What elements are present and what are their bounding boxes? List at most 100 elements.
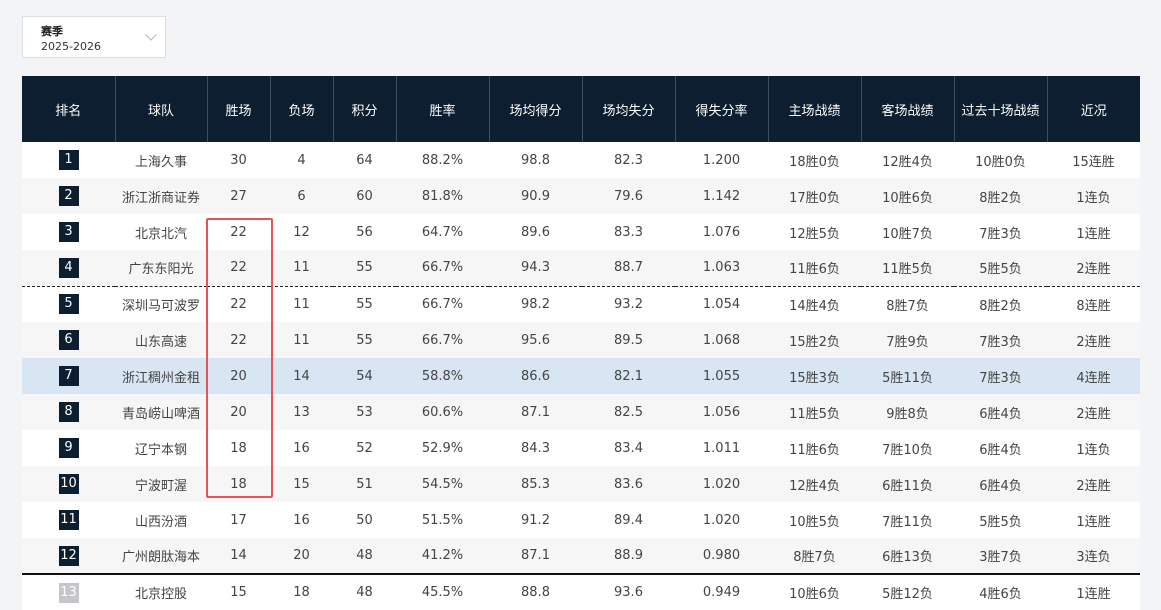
losses-cell: 18 [293, 585, 310, 600]
win-pct-cell: 45.5% [421, 585, 464, 600]
rank-cell: 10 [22, 466, 115, 502]
team-cell[interactable]: 青岛崂山啤酒 [121, 406, 200, 422]
team-cell[interactable]: 北京北汽 [134, 226, 187, 242]
points-cell: 56 [356, 224, 373, 240]
table-row[interactable]: 10 宁波町渥 18 15 51 54.5% 85.3 83.6 1.020 12胜4负 6胜11负… [22, 466, 1140, 502]
last-ten-cell: 5胜5负 [954, 250, 1047, 287]
points-cell: 64 [356, 152, 373, 168]
win-pct-cell: 88.2% [421, 152, 464, 168]
streak-cell: 15连胜 [1072, 154, 1115, 170]
away-record-cell: 8胜7负 [886, 298, 929, 314]
rank-badge: 6 [58, 330, 79, 350]
team-cell[interactable]: 山西汾酒 [134, 514, 187, 530]
streak-cell: 1连胜 [1076, 226, 1111, 242]
win-pct-cell: 41.2% [396, 538, 489, 575]
avg-points-cell: 85.3 [521, 476, 550, 492]
wins-cell: 20 [230, 368, 247, 384]
losses-cell: 11 [270, 250, 333, 287]
table-row[interactable]: 7 浙江稠州金租 20 14 54 58.8% 86.6 82.1 1.055 15胜3负 5胜11… [22, 358, 1140, 394]
table-row[interactable]: 12 广州朗肽海本 14 20 48 41.2% 87.1 88.9 0.980 8胜7负 6胜13… [22, 538, 1140, 575]
rank-badge: 11 [58, 510, 79, 530]
team-cell[interactable]: 广州朗肽海本 [115, 538, 207, 575]
losses-cell: 12 [293, 224, 310, 240]
win-pct-cell: 66.7% [396, 250, 489, 287]
losses-cell: 13 [293, 404, 310, 420]
point-ratio-cell: 1.020 [702, 476, 741, 492]
avg-allowed-cell: 89.5 [614, 332, 643, 348]
points-cell: 53 [356, 404, 373, 420]
home-record-cell: 10胜5负 [789, 514, 840, 530]
rank-badge: 7 [58, 366, 79, 386]
season-select[interactable]: 赛季 2025-2026 [22, 16, 166, 58]
away-record-cell: 12胜4负 [882, 154, 933, 170]
last-ten-cell: 8胜2负 [979, 190, 1022, 206]
streak-cell: 1连胜 [1076, 587, 1111, 602]
home-record-cell: 15胜3负 [789, 370, 840, 386]
avg-points-cell: 88.8 [521, 585, 550, 600]
table-row[interactable]: 6 山东高速 22 11 55 66.7% 95.6 89.5 1.068 15胜2负 7胜9负 7胜… [22, 322, 1140, 358]
home-record-cell: 10胜6负 [789, 587, 840, 602]
table-row[interactable]: 8 青岛崂山啤酒 20 13 53 60.6% 87.1 82.5 1.056 11胜5负 9胜8负… [22, 394, 1140, 430]
wins-cell: 22 [230, 332, 247, 348]
last-ten-cell: 4胜6负 [979, 587, 1022, 602]
last-ten-cell: 8胜2负 [979, 298, 1022, 314]
table-row[interactable]: 2 浙江浙商证券 27 6 60 81.8% 90.9 79.6 1.142 17胜0负 10胜6负… [22, 178, 1140, 214]
team-cell[interactable]: 宁波町渥 [134, 478, 187, 494]
table-row[interactable]: 9 辽宁本钢 18 16 52 52.9% 84.3 83.4 1.011 11胜6负 7胜10负 6… [22, 430, 1140, 466]
wins-cell: 27 [230, 188, 247, 204]
table-row[interactable]: 11 山西汾酒 17 16 50 51.5% 91.2 89.4 1.020 10胜5负 7胜11负… [22, 502, 1140, 538]
team-cell[interactable]: 浙江浙商证券 [121, 190, 200, 206]
team-cell[interactable]: 山东高速 [134, 334, 187, 350]
header-losses: 负场 [270, 76, 334, 142]
losses-cell: 20 [270, 538, 333, 575]
point-ratio-cell: 1.055 [702, 368, 741, 384]
avg-allowed-cell: 93.6 [614, 585, 643, 600]
streak-cell: 2连胜 [1076, 478, 1111, 494]
team-cell[interactable]: 北京控股 [134, 587, 187, 602]
table-row[interactable]: 13 北京控股 15 18 48 45.5% 88.8 93.6 0.949 10胜6负 5胜12负… [22, 574, 1140, 610]
table-row[interactable]: 4 广东东阳光 22 11 55 66.7% 94.3 88.7 1.063 11胜6负 11胜5负… [22, 250, 1140, 287]
avg-allowed-cell: 88.9 [582, 538, 675, 575]
home-record-cell: 12胜4负 [789, 478, 840, 494]
table-row[interactable]: 1 上海久事 30 4 64 88.2% 98.8 82.3 1.200 18胜0负 12胜4负 10… [22, 142, 1140, 178]
rank-badge: 1 [58, 150, 79, 170]
rank-cell: 2 [22, 178, 115, 214]
losses-cell: 4 [297, 152, 306, 168]
table-row[interactable]: 5 深圳马可波罗 22 11 55 66.7% 98.2 93.2 1.054 14胜4负 8胜7负… [22, 286, 1140, 322]
win-pct-cell: 51.5% [421, 512, 464, 528]
wins-cell: 22 [230, 296, 247, 312]
avg-points-cell: 89.6 [521, 224, 550, 240]
team-cell[interactable]: 广东东阳光 [115, 250, 207, 287]
points-cell: 52 [356, 440, 373, 456]
rank-cell: 3 [22, 214, 115, 250]
avg-allowed-cell: 83.3 [614, 224, 643, 240]
wins-cell: 22 [207, 250, 270, 287]
away-record-cell: 6胜11负 [882, 478, 933, 494]
team-cell[interactable]: 上海久事 [134, 154, 187, 170]
last-ten-cell: 7胜3负 [979, 334, 1022, 350]
avg-allowed-cell: 93.2 [614, 296, 643, 312]
point-ratio-cell: 1.076 [702, 224, 741, 240]
avg-allowed-cell: 82.1 [614, 368, 643, 384]
losses-cell: 11 [293, 332, 310, 348]
header-rank: 排名 [22, 76, 116, 142]
header-avg-points: 场均得分 [489, 76, 583, 142]
wins-cell: 17 [230, 512, 247, 528]
header-last-ten: 过去十场战绩 [954, 76, 1048, 142]
rank-badge: 5 [58, 294, 79, 315]
rank-cell: 5 [22, 286, 115, 322]
home-record-cell: 8胜7负 [768, 538, 861, 575]
team-cell[interactable]: 深圳马可波罗 [121, 298, 200, 314]
home-record-cell: 17胜0负 [789, 190, 840, 206]
team-cell[interactable]: 浙江稠州金租 [121, 370, 200, 386]
away-record-cell: 9胜8负 [886, 406, 929, 422]
header-point-ratio: 得失分率 [675, 76, 769, 142]
team-cell[interactable]: 辽宁本钢 [134, 442, 187, 458]
wins-cell: 22 [230, 224, 247, 240]
point-ratio-cell: 1.020 [702, 512, 741, 528]
table-row[interactable]: 3 北京北汽 22 12 56 64.7% 89.6 83.3 1.076 12胜5负 10胜7负 7… [22, 214, 1140, 250]
away-record-cell: 7胜11负 [882, 514, 933, 530]
home-record-cell: 12胜5负 [789, 226, 840, 242]
point-ratio-cell: 0.949 [702, 585, 741, 600]
last-ten-cell: 7胜3负 [979, 370, 1022, 386]
